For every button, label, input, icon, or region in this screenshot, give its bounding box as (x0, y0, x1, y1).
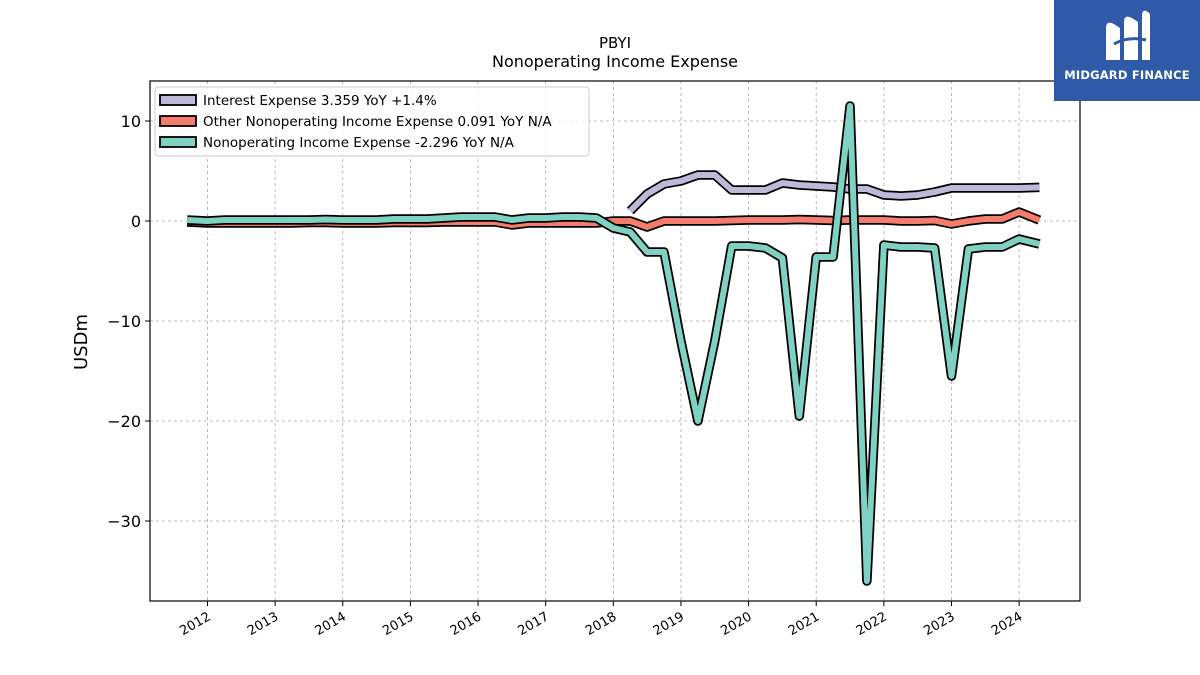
grid (150, 81, 1080, 601)
x-tick-label: 2015 (380, 609, 416, 639)
y-tick-label: −20 (107, 412, 141, 431)
y-axis-label: USDm (71, 314, 92, 370)
x-tick-label: 2016 (448, 609, 484, 639)
x-tick-label: 2012 (177, 609, 213, 639)
series-line (187, 103, 1041, 584)
brand-name: MIDGARD FINANCE (1064, 68, 1190, 82)
x-tick-label: 2021 (786, 609, 822, 639)
legend-swatch (159, 115, 197, 127)
legend-box (154, 86, 590, 157)
series-line (628, 172, 1040, 214)
y-tick-label: 0 (131, 212, 141, 231)
x-tick-label: 2014 (313, 609, 349, 639)
y-tick-label: −10 (107, 312, 141, 331)
x-tick-label: 2013 (245, 609, 281, 639)
plot-frame (149, 80, 1081, 602)
x-tick-label: 2022 (854, 609, 890, 639)
x-tick-label: 2017 (516, 609, 552, 639)
x-tick-label: 2024 (989, 609, 1025, 639)
legend-label: Interest Expense 3.359 YoY +1.4% (203, 93, 437, 109)
brand-logo: MIDGARD FINANCE (1054, 0, 1200, 101)
x-tick-label: 2020 (718, 609, 754, 639)
x-tick-label: 2019 (651, 609, 687, 639)
x-tick-label: 2018 (583, 609, 619, 639)
legend: Interest Expense 3.359 YoY +1.4% Other No… (154, 86, 590, 157)
chart-subtitle: Nonoperating Income Expense (492, 52, 738, 71)
legend-swatch (159, 136, 197, 148)
x-tick-label: 2023 (921, 609, 957, 639)
legend-label: Nonoperating Income Expense -2.296 YoY N… (203, 135, 515, 151)
y-ticks: 10 0 −10 −20 −30 (107, 112, 150, 531)
y-tick-label: −30 (107, 512, 141, 531)
brand-mark-icon (1106, 10, 1150, 61)
series-lines (186, 101, 1042, 586)
legend-swatch (159, 94, 197, 106)
x-ticks: 2012 2013 2014 2015 2016 2017 2018 2019 2020 2021… (177, 601, 1025, 639)
chart-title: PBYI (599, 34, 631, 52)
y-tick-label: 10 (121, 112, 141, 131)
legend-label: Other Nonoperating Income Expense 0.091 … (203, 114, 552, 130)
